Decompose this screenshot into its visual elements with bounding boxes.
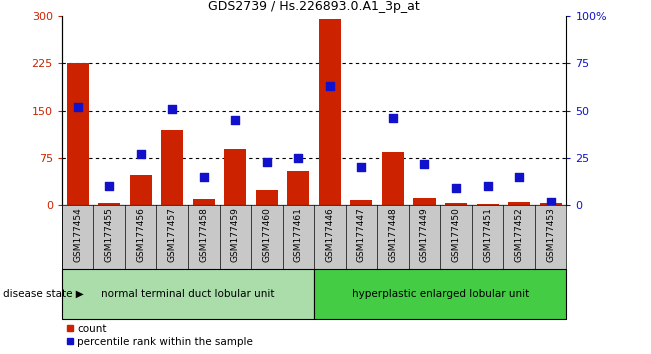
Bar (508, 202, 530, 205)
Bar (350, 200, 372, 205)
Text: normal terminal duct lobular unit: normal terminal duct lobular unit (101, 289, 275, 299)
Bar (314, 269, 566, 319)
Text: disease state ▶: disease state ▶ (3, 289, 84, 299)
Point (546, 199, 556, 204)
Bar (477, 204, 499, 205)
Bar (540, 204, 562, 205)
Point (72, 104, 83, 110)
Text: GSM177447: GSM177447 (357, 207, 366, 262)
Text: GSM177451: GSM177451 (483, 207, 492, 262)
Bar (98, 204, 120, 205)
Text: hyperplastic enlarged lobular unit: hyperplastic enlarged lobular unit (352, 289, 529, 299)
Text: GSM177446: GSM177446 (326, 207, 335, 262)
Bar (224, 149, 246, 205)
Point (135, 152, 146, 157)
Text: GSM177460: GSM177460 (262, 207, 271, 262)
Text: GSM177449: GSM177449 (420, 207, 429, 262)
Bar (413, 198, 436, 205)
Legend: count, percentile rank within the sample: count, percentile rank within the sample (67, 324, 253, 347)
Bar (66, 63, 89, 205)
Text: GSM177459: GSM177459 (230, 207, 240, 262)
Bar (382, 152, 404, 205)
Point (514, 174, 524, 180)
Point (419, 161, 430, 166)
Text: GSM177450: GSM177450 (452, 207, 460, 262)
Point (388, 115, 398, 121)
Bar (161, 130, 183, 205)
Point (293, 155, 303, 161)
Bar (130, 175, 152, 205)
Bar (287, 171, 309, 205)
Text: GSM177448: GSM177448 (389, 207, 398, 262)
Point (167, 106, 178, 112)
Text: GSM177455: GSM177455 (105, 207, 114, 262)
Title: GDS2739 / Hs.226893.0.A1_3p_at: GDS2739 / Hs.226893.0.A1_3p_at (208, 0, 420, 13)
Text: GSM177454: GSM177454 (73, 207, 82, 262)
Bar (193, 199, 215, 205)
Point (325, 83, 335, 89)
Point (230, 117, 240, 123)
Point (450, 185, 461, 191)
Text: GSM177453: GSM177453 (546, 207, 555, 262)
Bar (256, 189, 278, 205)
Bar (62, 269, 314, 319)
Bar (445, 204, 467, 205)
Text: GSM177456: GSM177456 (136, 207, 145, 262)
Point (262, 159, 272, 165)
Point (356, 165, 367, 170)
Text: GSM177457: GSM177457 (168, 207, 176, 262)
Text: GSM177458: GSM177458 (199, 207, 208, 262)
Text: GSM177452: GSM177452 (514, 207, 523, 262)
Text: GSM177461: GSM177461 (294, 207, 303, 262)
Point (482, 183, 493, 189)
Bar (319, 19, 341, 205)
Point (199, 174, 209, 180)
Point (104, 183, 115, 189)
